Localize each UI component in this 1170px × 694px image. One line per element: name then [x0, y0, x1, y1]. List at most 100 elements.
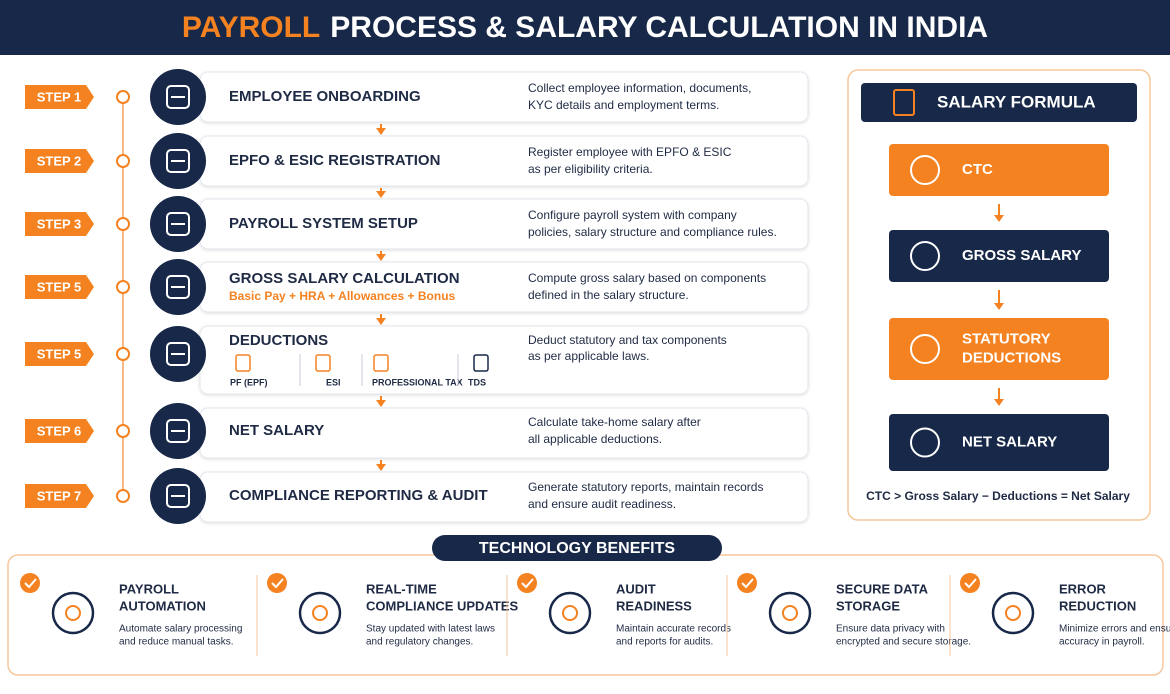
step-badge: [25, 212, 94, 236]
benefit-icon-core: [312, 605, 328, 621]
formula-label: GROSS SALARY: [962, 247, 1081, 264]
benefit-title: COMPLIANCE UPDATES: [366, 598, 518, 613]
benefit-title: REDUCTION: [1059, 598, 1136, 613]
formula-box: [889, 318, 1109, 380]
benefit-description: encrypted and secure storage.: [836, 637, 971, 648]
step-description: and ensure audit readiness.: [528, 497, 676, 511]
benefit-icon-core: [1005, 605, 1021, 621]
step-description: all applicable deductions.: [528, 432, 662, 446]
step-subtitle: Basic Pay + HRA + Allowances + Bonus: [229, 289, 456, 303]
deduction-item: PROFESSIONAL TAX: [372, 377, 463, 387]
flow-arrow-head: [376, 191, 386, 198]
step-description: as per eligibility criteria.: [528, 162, 653, 176]
step-label: STEP 1: [37, 89, 82, 104]
step-badge: [25, 342, 94, 366]
step-label: STEP 3: [37, 216, 82, 231]
step-label: STEP 6: [37, 423, 82, 438]
benefit-description: and reports for audits.: [616, 637, 713, 648]
benefit-title: REAL-TIME: [366, 581, 437, 596]
step-icon-glyph: [166, 85, 190, 109]
benefits-title-box: [432, 535, 722, 561]
flow-arrow-head: [994, 215, 1004, 222]
step-description: defined in the salary structure.: [528, 288, 689, 302]
step-description: Generate statutory reports, maintain rec…: [528, 480, 763, 494]
deduction-icon: [373, 354, 389, 372]
timeline-dot: [116, 489, 130, 503]
deduction-icon: [315, 354, 331, 372]
title-text: PROCESS & SALARY CALCULATION IN INDIA: [330, 11, 988, 44]
benefit-description: accuracy in payroll.: [1059, 637, 1145, 648]
benefit-title: AUDIT: [616, 581, 656, 596]
step-badge: [25, 85, 94, 109]
formula-title-icon: [893, 89, 915, 116]
formula-title: SALARY FORMULA: [937, 92, 1096, 111]
flow-arrow-head: [376, 254, 386, 261]
step-icon-glyph: [166, 149, 190, 173]
step-label: STEP 7: [37, 488, 82, 503]
formula-box: [889, 144, 1109, 196]
formula-title-box: [861, 83, 1137, 122]
timeline-dot: [116, 347, 130, 361]
step-title: COMPLIANCE REPORTING & AUDIT: [229, 487, 488, 504]
header-band: [0, 0, 1170, 55]
formula-icon: [910, 155, 940, 185]
benefit-check: [960, 573, 980, 593]
formula-box: [889, 230, 1109, 282]
deduction-item: ESI: [326, 377, 341, 387]
benefit-icon: [548, 591, 592, 635]
benefit-title: ERROR: [1059, 581, 1107, 596]
step-title: DEDUCTIONS: [229, 332, 328, 349]
timeline-dot: [116, 424, 130, 438]
step-label: STEP 5: [37, 279, 82, 294]
timeline-dot: [116, 90, 130, 104]
flow-arrow-head: [376, 464, 386, 471]
step-icon-glyph: [166, 275, 190, 299]
benefits-panel: [7, 554, 1164, 676]
deduction-item: TDS: [468, 377, 486, 387]
benefit-icon: [298, 591, 342, 635]
benefit-description: Stay updated with latest laws: [366, 624, 495, 635]
timeline-dot: [116, 217, 130, 231]
benefit-icon: [51, 591, 95, 635]
benefit-icon-core: [562, 605, 578, 621]
step-title: PAYROLL SYSTEM SETUP: [229, 215, 418, 232]
step-description: Configure payroll system with company: [528, 208, 737, 222]
step-icon-glyph: [166, 212, 190, 236]
flow-arrow-head: [376, 128, 386, 135]
benefit-icon: [768, 591, 812, 635]
step-title: EMPLOYEE ONBOARDING: [229, 88, 421, 105]
benefit-description: and reduce manual tasks.: [119, 637, 234, 648]
benefit-title: READINESS: [616, 598, 692, 613]
step-description: KYC details and employment terms.: [528, 98, 719, 112]
deduction-item: PF (EPF): [230, 377, 268, 387]
benefit-description: Ensure data privacy with: [836, 624, 945, 635]
formula-icon: [910, 334, 940, 364]
timeline-dot: [116, 154, 130, 168]
step-label: STEP 5: [37, 346, 82, 361]
flow-arrow-head: [376, 318, 386, 325]
deduction-icon: [473, 354, 489, 372]
step-badge: [25, 484, 94, 508]
step-description: Register employee with EPFO & ESIC: [528, 145, 732, 159]
benefit-check: [517, 573, 537, 593]
step-title: NET SALARY: [229, 422, 324, 439]
formula-icon: [910, 427, 940, 458]
benefit-check-mark: [741, 578, 754, 589]
benefit-check-mark: [964, 578, 977, 589]
benefit-description: Minimize errors and ensure: [1059, 624, 1170, 635]
benefit-description: and regulatory changes.: [366, 637, 473, 648]
benefit-title: AUTOMATION: [119, 598, 206, 613]
formula-label: DEDUCTIONS: [962, 349, 1061, 366]
step-icon-glyph: [166, 484, 190, 508]
step-description: Collect employee information, documents,: [528, 81, 751, 95]
benefit-check: [20, 573, 40, 593]
step-title: EPFO & ESIC REGISTRATION: [229, 152, 440, 169]
formula-equation: CTC > Gross Salary − Deductions = Net Sa…: [866, 489, 1130, 503]
formula-icon: [910, 241, 940, 271]
flow-arrow-head: [994, 399, 1004, 406]
page-title: PAYROLL PROCESS & SALARY CALCULATION IN I…: [182, 11, 988, 44]
step-badge: [25, 275, 94, 299]
formula-box: [889, 414, 1109, 471]
benefits-title: TECHNOLOGY BENEFITS: [479, 540, 675, 557]
